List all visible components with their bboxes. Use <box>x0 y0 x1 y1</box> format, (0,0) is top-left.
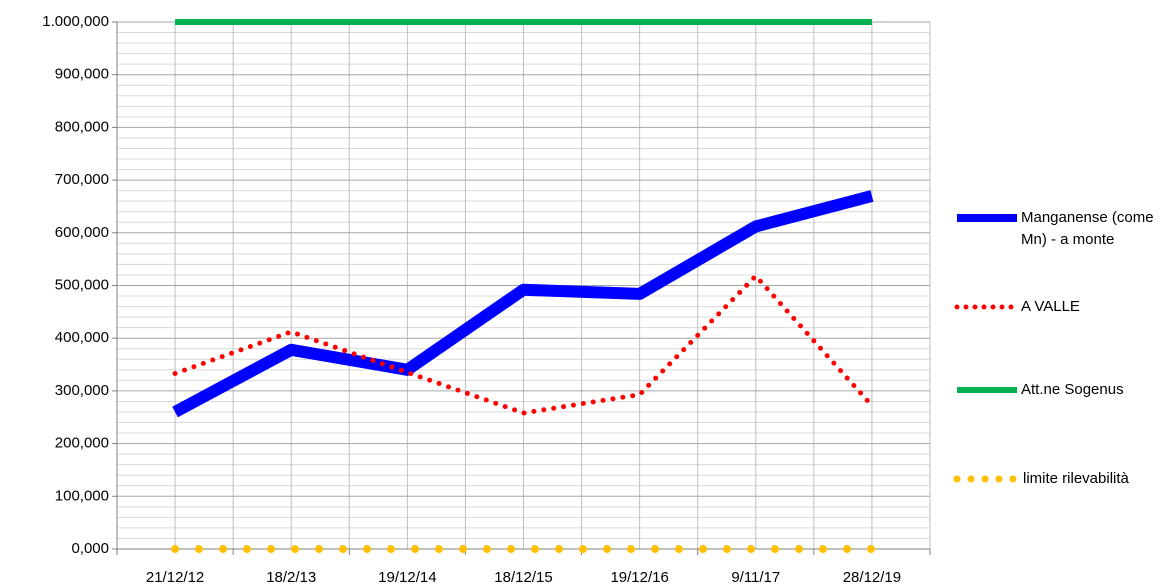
legend-label: limite rilevabilità <box>1023 470 1129 487</box>
x-tick-label: 28/12/19 <box>843 569 901 586</box>
legend-label: Manganense (come Mn) - a monte <box>1021 209 1154 248</box>
x-tick-label: 18/12/15 <box>494 569 552 586</box>
x-tick-label: 9/11/17 <box>731 569 780 586</box>
y-tick-label: 900,000 <box>55 66 109 83</box>
x-tick-label: 19/12/16 <box>610 569 668 586</box>
y-tick-label: 500,000 <box>55 276 109 293</box>
x-tick-label: 18/2/13 <box>266 569 316 586</box>
x-tick-label: 19/12/14 <box>378 569 436 586</box>
y-tick-label: 400,000 <box>55 329 109 346</box>
legend-label: A VALLE <box>1021 298 1080 315</box>
y-tick-label: 100,000 <box>55 487 109 504</box>
y-tick-label: 700,000 <box>55 171 109 188</box>
y-tick-label: 800,000 <box>55 118 109 135</box>
x-tick-label: 21/12/12 <box>146 569 204 586</box>
y-tick-label: 1.000,000 <box>42 13 109 30</box>
y-tick-label: 300,000 <box>55 382 109 399</box>
y-tick-label: 200,000 <box>55 435 109 452</box>
series-line <box>172 190 874 418</box>
series-line <box>172 273 875 416</box>
legend-label: Att.ne Sogenus <box>1021 381 1124 398</box>
y-tick-label: 0,000 <box>71 540 109 557</box>
y-tick-label: 600,000 <box>55 224 109 241</box>
